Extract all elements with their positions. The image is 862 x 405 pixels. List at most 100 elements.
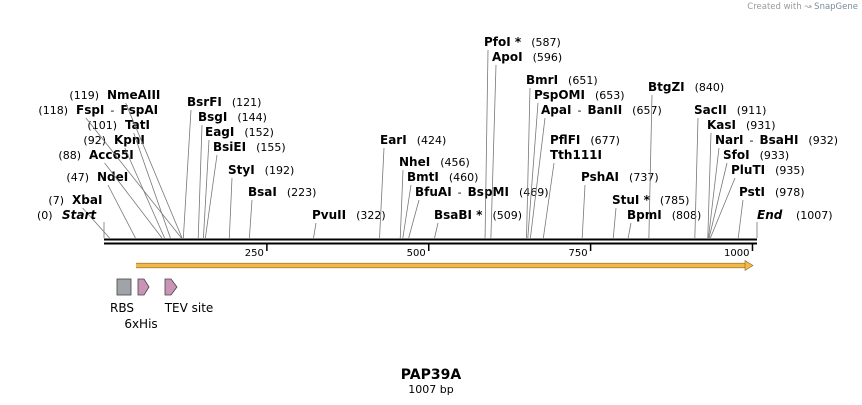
site-name-pair: Tth111I bbox=[550, 148, 602, 162]
site-name: FspI bbox=[76, 103, 104, 117]
site-position: (931) bbox=[746, 119, 776, 132]
site-name: StyI bbox=[228, 163, 255, 177]
site-position: (322) bbox=[356, 209, 386, 222]
site-dash: - bbox=[750, 134, 754, 147]
site-styi: StyI (192) bbox=[228, 163, 294, 239]
site-position: (587) bbox=[531, 36, 561, 49]
site-name: NdeI bbox=[97, 170, 128, 184]
site-connector bbox=[648, 94, 653, 239]
site-connector bbox=[402, 184, 412, 239]
site-position: (677) bbox=[590, 134, 620, 147]
site-nhei: NheI (456) bbox=[399, 155, 470, 239]
site-connector bbox=[527, 102, 539, 239]
tick-label-1000: 1000 bbox=[724, 248, 749, 259]
site-nmeaiii: (119) NmeAIII bbox=[69, 88, 183, 239]
site-connector bbox=[484, 49, 489, 239]
site-bpmi: BpmI (808) bbox=[627, 208, 702, 239]
site-pfoi: PfoI * (587) bbox=[484, 35, 561, 239]
site-position: (119) bbox=[69, 89, 99, 102]
site-name-pair: FspAI bbox=[120, 103, 158, 117]
site-eari: EarI (424) bbox=[379, 133, 446, 239]
site-name: ApaI bbox=[541, 103, 571, 117]
site-name: NheI bbox=[399, 155, 430, 169]
snapgene-credit: Created with ↝ SnapGene bbox=[747, 2, 858, 12]
end-label: End bbox=[757, 208, 783, 222]
site-kasi: KasI (931) bbox=[707, 118, 776, 239]
site-position: (596) bbox=[533, 51, 563, 64]
site-connector bbox=[612, 207, 617, 239]
site-position: (88) bbox=[58, 149, 81, 162]
site-apai: ApaI - BanII (657) bbox=[529, 103, 662, 239]
site-pspomi: PspOMI (653) bbox=[527, 88, 625, 239]
site-bsabi: BsaBI * (509) bbox=[434, 208, 522, 239]
site-bsiei: BsiEI (155) bbox=[204, 140, 286, 239]
site-connector bbox=[133, 132, 171, 239]
site-connector bbox=[542, 162, 555, 239]
site-position: (121) bbox=[232, 96, 262, 109]
site-connector bbox=[627, 222, 632, 239]
site-name: SfoI bbox=[723, 148, 750, 162]
site-name-pair: BsaHI bbox=[760, 133, 799, 147]
site-position: (456) bbox=[440, 156, 470, 169]
site-xbai: (7) XbaI bbox=[48, 193, 110, 239]
axis-ticks: 250 500 750 1000 bbox=[245, 244, 754, 259]
site-position: (978) bbox=[775, 186, 805, 199]
site-name-pair: BspMI bbox=[468, 185, 509, 199]
site-connector bbox=[82, 207, 110, 239]
site-name: BsaBI * bbox=[434, 208, 483, 222]
site-bsai: BsaI (223) bbox=[248, 185, 317, 239]
site-position: (932) bbox=[808, 134, 838, 147]
site-bmri: BmrI (651) bbox=[526, 73, 598, 239]
site-position: (47) bbox=[66, 171, 89, 184]
site-position: (7) bbox=[48, 194, 64, 207]
site-connector bbox=[707, 132, 712, 239]
feature-tev-site: TEV site bbox=[164, 278, 213, 315]
site-connector bbox=[85, 117, 182, 239]
site-name: PflFI bbox=[550, 133, 580, 147]
site-position: (223) bbox=[287, 186, 317, 199]
site-bsrfi: BsrFI (121) bbox=[182, 95, 262, 239]
site-stui: StuI * (785) bbox=[612, 193, 689, 239]
site-position: (152) bbox=[244, 126, 274, 139]
site-acc65i: (88) Acc65I bbox=[58, 148, 163, 239]
site-position: (933) bbox=[760, 149, 790, 162]
end-position: (1007) bbox=[796, 209, 833, 222]
site-connector bbox=[197, 124, 203, 239]
site-connector bbox=[248, 199, 253, 239]
site-name: BmrI bbox=[526, 73, 558, 87]
site-name: PluTI bbox=[731, 163, 765, 177]
orf-arrow bbox=[136, 259, 754, 272]
site-connector bbox=[399, 169, 404, 239]
site-name: BpmI bbox=[627, 208, 662, 222]
feature-6xhis: 6xHis bbox=[124, 278, 158, 331]
site-position: (657) bbox=[632, 104, 662, 117]
site-connector bbox=[708, 147, 720, 239]
site-connector bbox=[125, 102, 183, 239]
site-position: (469) bbox=[519, 186, 549, 199]
site-connector bbox=[408, 199, 420, 239]
site-name: ApoI bbox=[492, 50, 523, 64]
site-connector bbox=[710, 177, 736, 239]
site-bfuai: BfuAI - BspMI (469) bbox=[408, 185, 549, 239]
site-position: (144) bbox=[237, 111, 267, 124]
site-bmti: BmtI (460) bbox=[402, 170, 478, 239]
site-name: PfoI * bbox=[484, 35, 522, 49]
site-name: PshAI bbox=[581, 170, 619, 184]
end-end: End (1007) bbox=[756, 208, 833, 238]
site-name: Acc65I bbox=[89, 148, 134, 162]
site-ndei: (47) NdeI bbox=[66, 170, 136, 239]
site-position: (509) bbox=[492, 209, 522, 222]
site-connector bbox=[313, 222, 317, 239]
site-position: (92) bbox=[83, 134, 106, 147]
plasmid-length: 1007 bp bbox=[408, 383, 453, 396]
site-pshai: PshAI (737) bbox=[581, 170, 659, 239]
restriction-sites: (7) XbaI(47) NdeI(88) Acc65I(92) KpnI(101) Ta… bbox=[37, 35, 838, 239]
site-position: (808) bbox=[672, 209, 702, 222]
site-pvuii: PvuII (322) bbox=[312, 208, 386, 239]
tick-label-250: 250 bbox=[245, 248, 264, 259]
site-name: BtgZI bbox=[648, 80, 685, 94]
site-name: BfuAI bbox=[415, 185, 452, 199]
tick-label-500: 500 bbox=[407, 248, 426, 259]
site-position: (118) bbox=[38, 104, 68, 117]
dna-backbone bbox=[104, 238, 757, 245]
